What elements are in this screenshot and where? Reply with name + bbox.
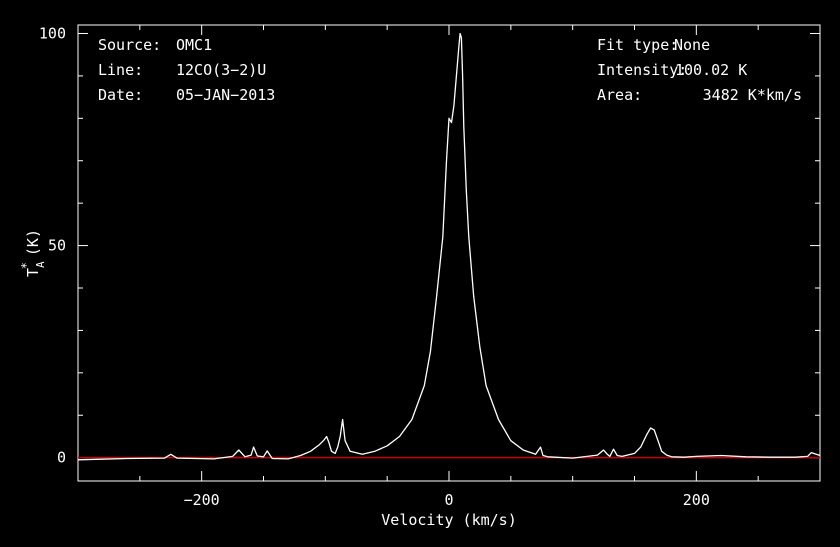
y-tick-label: 100 [39,24,66,42]
info-fit-type-value: None [674,36,710,54]
x-axis-ticks: −200 0 200 [77,25,821,509]
y-axis-label-sub: A [34,261,47,268]
svg-text:TA*(K): TA* (K) [19,229,47,277]
y-axis-ticks: 0 50 100 [39,24,820,467]
y-tick-label: 0 [57,449,66,467]
y-axis-label-main: T [24,268,42,277]
info-left: Source: OMC1 Line: 12CO(3−2)U Date: 05−J… [98,36,275,104]
info-source-value: OMC1 [176,36,212,54]
info-date-value: 05−JAN−2013 [176,86,275,104]
spectrum-series-line [77,32,821,461]
y-axis-label: TA* (K) [19,229,47,277]
info-intensity-label: Intensity: [597,61,687,79]
x-tick-label: 200 [683,491,710,509]
info-source-label: Source: [98,36,161,54]
info-fit-type-label: Fit type: [597,36,678,54]
info-intensity-value: 100.02 K [675,61,747,79]
info-line-value: 12CO(3−2)U [176,61,266,79]
info-right: Fit type: None Intensity: 100.02 K Area:… [597,36,802,104]
info-date-label: Date: [98,86,143,104]
y-axis-label-unit: (K) [24,229,42,256]
info-line-label: Line: [98,61,143,79]
y-axis-label-sup: * [19,262,33,269]
x-axis-label: Velocity (km/s) [381,511,516,529]
x-tick-label: 0 [444,491,453,509]
info-area-label: Area: [597,86,642,104]
y-tick-label: 50 [48,237,66,255]
info-area-value: 3482 K*km/s [703,86,802,104]
x-tick-label: −200 [184,491,220,509]
